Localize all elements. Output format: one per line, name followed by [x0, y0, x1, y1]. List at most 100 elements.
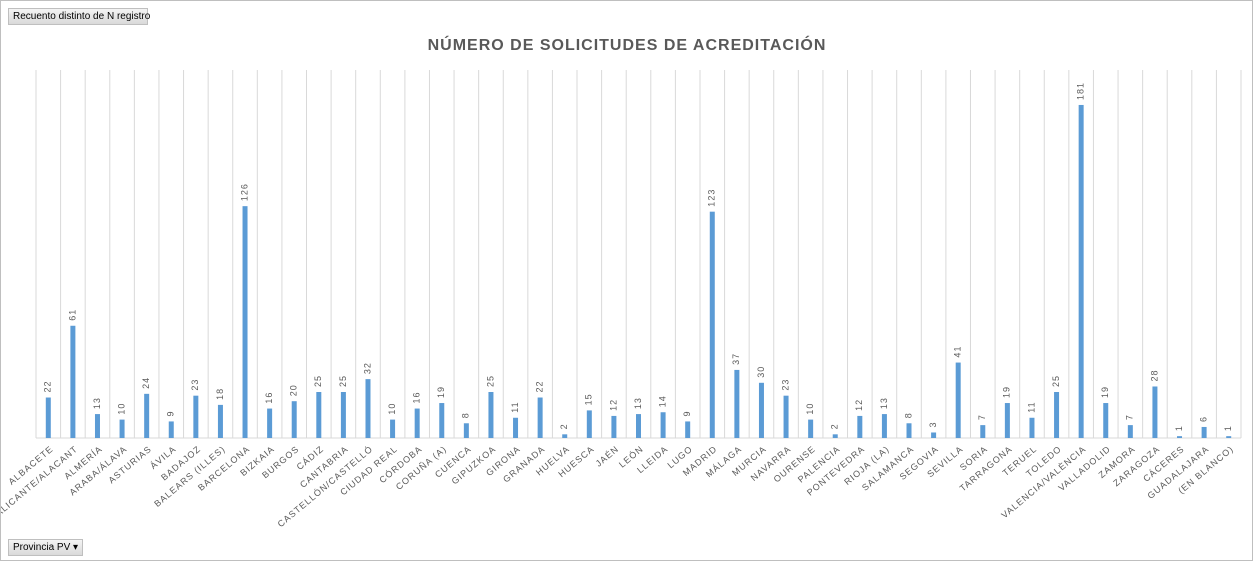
value-label: 41 [953, 346, 963, 358]
bar [513, 417, 519, 438]
bar [119, 419, 125, 438]
bar [365, 379, 371, 438]
chart-title: NÚMERO DE SOLICITUDES DE ACREDITACIÓN [428, 35, 827, 54]
bar [1029, 417, 1035, 438]
value-label: 37 [731, 353, 741, 365]
bar [586, 410, 592, 438]
value-label: 22 [535, 381, 545, 393]
bar [734, 369, 740, 438]
bar [709, 211, 715, 438]
value-label: 13 [633, 397, 643, 409]
value-label: 15 [584, 393, 594, 405]
bar [267, 408, 273, 438]
bar [685, 421, 691, 438]
value-label: 8 [461, 412, 471, 418]
value-label: 123 [707, 189, 717, 207]
value-label: 19 [436, 386, 446, 398]
value-label: 10 [805, 403, 815, 415]
value-label: 10 [387, 403, 397, 415]
value-label: 11 [1026, 401, 1036, 412]
bar [488, 392, 494, 438]
value-label: 25 [313, 375, 323, 387]
bar [1103, 403, 1109, 438]
value-label: 28 [1149, 369, 1159, 381]
bar [1201, 426, 1207, 438]
value-label: 8 [903, 412, 913, 418]
bar [463, 423, 469, 438]
value-label: 12 [854, 399, 864, 411]
bar [340, 392, 346, 438]
value-label: 2 [830, 423, 840, 429]
value-label: 14 [657, 395, 667, 407]
value-label: 25 [338, 375, 348, 387]
bar [1054, 392, 1060, 438]
value-label: 1 [1223, 425, 1233, 431]
bar [193, 395, 199, 438]
bar [906, 423, 912, 438]
bar [832, 434, 838, 438]
bar [242, 206, 248, 438]
axis-field-button[interactable]: Provincia PV ▾ [8, 539, 84, 556]
value-label: 23 [780, 379, 790, 391]
value-label: 126 [239, 183, 249, 201]
value-label: 9 [166, 410, 176, 416]
bar [636, 414, 641, 438]
value-label: 10 [116, 403, 126, 415]
value-label: 13 [92, 397, 102, 409]
value-label: 181 [1076, 82, 1086, 100]
bar [857, 415, 863, 438]
bar [881, 414, 887, 438]
bar [1177, 436, 1183, 438]
bar [537, 397, 543, 438]
value-label: 24 [141, 377, 151, 389]
value-label: 1 [1174, 425, 1184, 431]
value-label: 32 [362, 362, 372, 374]
bar [144, 393, 150, 438]
bar [955, 362, 961, 438]
bar [217, 404, 223, 438]
bar [168, 421, 174, 438]
value-label: 16 [264, 392, 274, 404]
bar [291, 401, 297, 438]
bar [1226, 436, 1232, 438]
bar [562, 434, 568, 438]
value-label: 61 [67, 309, 77, 321]
value-label: 19 [1100, 386, 1110, 398]
value-label: 25 [485, 375, 495, 387]
value-label: 22 [43, 381, 53, 393]
bar [1127, 425, 1133, 438]
bar [931, 432, 937, 438]
value-label: 16 [412, 392, 422, 404]
value-label: 3 [928, 421, 938, 427]
bar [1004, 403, 1010, 438]
x-tick-label: JAÉN [594, 444, 621, 469]
bar [414, 408, 420, 438]
bar [758, 382, 764, 438]
bar [1152, 386, 1158, 438]
bar [611, 415, 617, 438]
bar [808, 419, 814, 438]
value-label: 9 [682, 410, 692, 416]
bar [660, 412, 666, 438]
bar [783, 395, 789, 438]
value-label: 6 [1198, 416, 1208, 422]
bar [316, 392, 322, 438]
bar [45, 397, 51, 438]
bar [980, 425, 986, 438]
value-label: 19 [1002, 386, 1012, 398]
value-label: 2 [559, 423, 569, 429]
value-label: 7 [1125, 414, 1135, 420]
value-label: 23 [190, 379, 200, 391]
value-label: 18 [215, 388, 225, 400]
value-label: 12 [608, 399, 618, 411]
value-label: 7 [977, 414, 987, 420]
bar [94, 414, 100, 438]
value-label: 25 [1051, 375, 1061, 387]
value-field-button[interactable]: Recuento distinto de N registro [8, 8, 150, 25]
axis-field-label: Provincia PV [13, 542, 71, 553]
value-label: 11 [510, 401, 520, 412]
value-label: 20 [289, 384, 299, 396]
value-label: 30 [756, 366, 766, 378]
